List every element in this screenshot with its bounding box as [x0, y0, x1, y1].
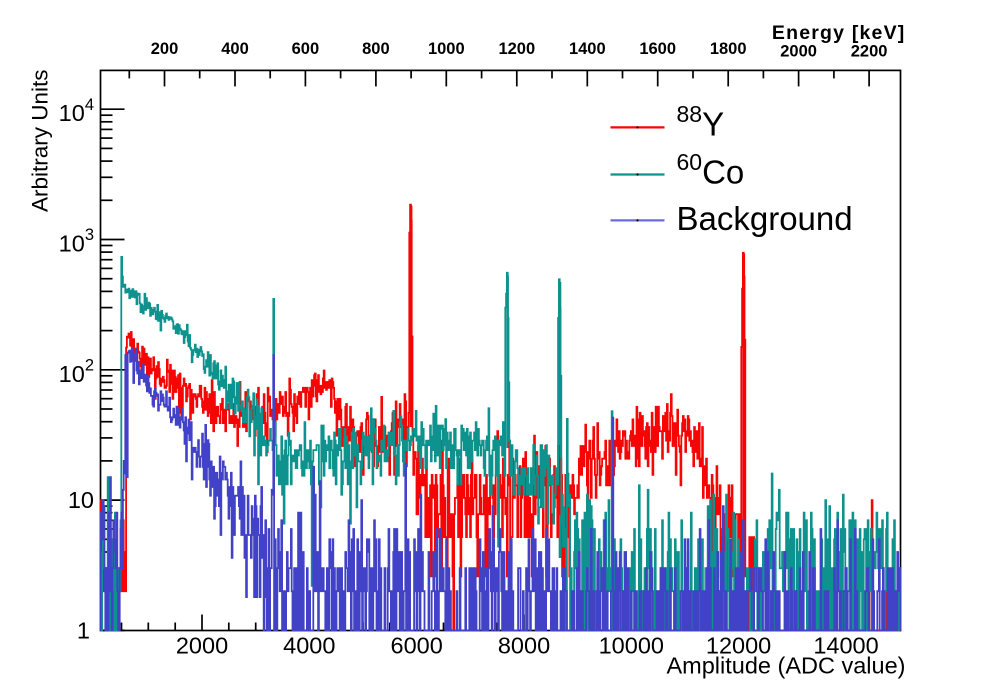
- svg-text:6000: 6000: [391, 633, 443, 659]
- svg-text:1800: 1800: [710, 40, 747, 58]
- svg-text:1000: 1000: [428, 40, 465, 58]
- svg-text:Energy [keV]: Energy [keV]: [772, 22, 906, 44]
- svg-text:8000: 8000: [498, 633, 550, 659]
- svg-text:4000: 4000: [283, 633, 335, 659]
- svg-text:Background: Background: [677, 200, 853, 237]
- svg-text:1600: 1600: [639, 40, 676, 58]
- svg-text:1200: 1200: [498, 40, 535, 58]
- svg-text:12000: 12000: [706, 633, 771, 659]
- svg-text:400: 400: [221, 40, 249, 58]
- svg-text:2000: 2000: [780, 43, 817, 61]
- svg-text:60Co: 60Co: [677, 149, 745, 191]
- svg-text:Arbitrary Units: Arbitrary Units: [28, 69, 53, 212]
- svg-text:88Y: 88Y: [677, 101, 725, 143]
- svg-text:2200: 2200: [851, 43, 888, 61]
- svg-text:14000: 14000: [813, 633, 878, 659]
- svg-text:10000: 10000: [599, 633, 664, 659]
- svg-text:800: 800: [362, 40, 390, 58]
- svg-text:1: 1: [77, 618, 90, 644]
- svg-text:2000: 2000: [176, 633, 228, 659]
- svg-text:Amplitude (ADC value): Amplitude (ADC value): [666, 653, 905, 679]
- svg-text:1400: 1400: [569, 40, 606, 58]
- svg-text:200: 200: [151, 40, 179, 58]
- svg-text:600: 600: [292, 40, 320, 58]
- svg-text:10: 10: [68, 487, 94, 513]
